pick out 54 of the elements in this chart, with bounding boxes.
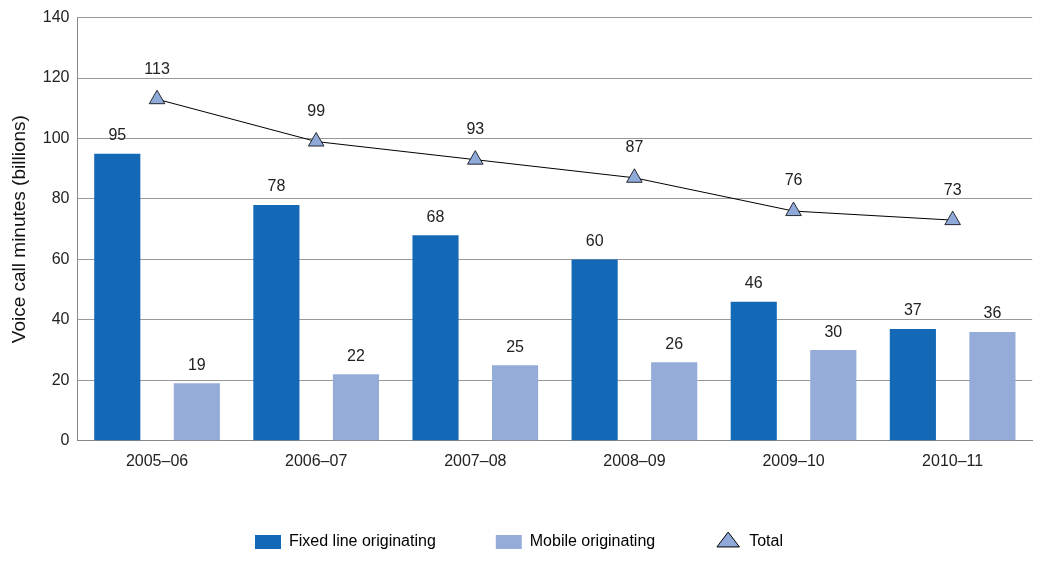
bar [810,350,857,441]
y-tick-label: 40 [51,310,70,328]
point [626,168,643,183]
data-label: 68 [426,207,445,225]
y-tick-label: 0 [60,431,70,449]
y-tick-label: 100 [42,128,70,146]
data-label: 25 [506,337,525,355]
legend-label: Mobile originating [529,532,656,550]
x-tick-label: 2008–09 [603,451,666,469]
data-label: 36 [983,304,1002,322]
y-tick-label: 120 [42,68,70,86]
point [944,210,961,226]
y-tick-label: 140 [42,8,70,26]
data-label: 99 [307,101,326,119]
data-label: 22 [347,346,365,364]
data-label: 93 [466,120,485,138]
bar [253,205,300,441]
bar [969,331,1016,441]
bar [730,301,777,441]
data-label: 60 [585,231,604,249]
bar [173,383,220,441]
bar [651,362,698,441]
bar [332,374,380,441]
x-tick-label: 2010–11 [922,451,984,469]
point [467,150,484,165]
data-label: 30 [824,322,843,340]
legend-label: Total [749,532,783,550]
data-label: 46 [744,274,763,292]
data-label: 95 [108,126,127,144]
legend-label: Fixed line originating [289,532,436,550]
x-tick-label: 2007–08 [444,451,507,469]
bar [94,153,141,441]
data-label: 78 [267,177,286,195]
data-label: 113 [144,59,170,77]
x-tick-label: 2006–07 [285,451,348,469]
y-axis-title: Voice call minutes (billions) [7,115,29,344]
point [785,201,802,216]
data-label: 37 [903,301,922,319]
data-label: 26 [665,334,684,352]
y-tick-label: 60 [51,249,70,267]
data-label: 87 [625,138,644,156]
y-tick-label: 20 [51,370,70,388]
point [148,89,166,105]
data-label: 76 [784,171,803,189]
bar [412,235,459,441]
point [307,132,325,147]
y-tick-label: 80 [51,189,70,207]
x-tick-label: 2005–06 [125,451,189,469]
bar [492,365,539,441]
bar [571,259,618,441]
data-label: 19 [187,355,206,373]
bar [889,328,936,441]
x-tick-label: 2009–10 [762,451,825,469]
data-label: 73 [943,180,962,198]
